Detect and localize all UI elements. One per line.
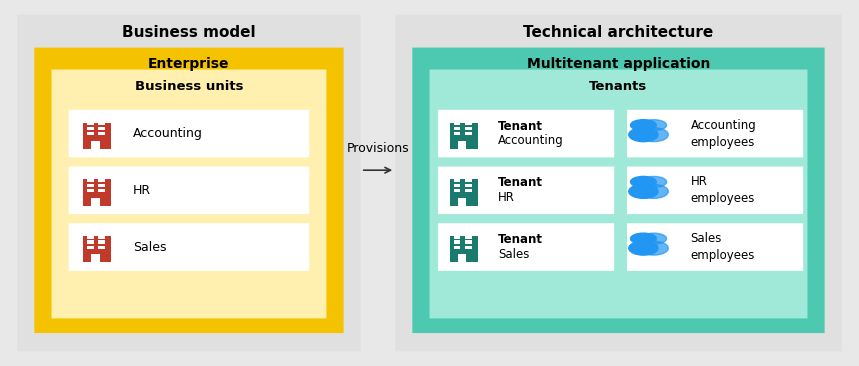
FancyBboxPatch shape [87,122,94,125]
FancyBboxPatch shape [87,184,94,187]
Circle shape [631,120,656,131]
FancyBboxPatch shape [438,167,614,214]
Text: Provisions: Provisions [347,142,409,155]
Text: Tenant: Tenant [498,176,543,190]
FancyBboxPatch shape [98,122,105,125]
FancyBboxPatch shape [450,236,478,262]
FancyBboxPatch shape [454,235,460,239]
Text: HR: HR [133,184,151,197]
FancyBboxPatch shape [98,235,105,239]
FancyBboxPatch shape [430,70,807,318]
FancyBboxPatch shape [69,167,309,214]
Ellipse shape [629,184,658,198]
FancyBboxPatch shape [465,235,472,239]
Text: Sales: Sales [133,240,167,254]
FancyBboxPatch shape [17,15,361,351]
FancyBboxPatch shape [454,184,460,187]
FancyBboxPatch shape [83,179,111,206]
Text: Accounting: Accounting [498,134,564,147]
FancyBboxPatch shape [87,127,94,130]
FancyBboxPatch shape [98,127,105,130]
FancyBboxPatch shape [91,254,100,262]
FancyBboxPatch shape [454,127,460,130]
FancyBboxPatch shape [627,110,803,157]
Text: HR: HR [498,191,515,204]
FancyBboxPatch shape [87,235,94,239]
FancyBboxPatch shape [438,110,614,157]
FancyBboxPatch shape [458,141,466,149]
FancyBboxPatch shape [458,254,466,262]
Circle shape [641,233,667,244]
FancyBboxPatch shape [98,240,105,244]
Text: Technical architecture: Technical architecture [523,26,714,40]
Circle shape [641,176,667,187]
Ellipse shape [629,128,658,142]
FancyBboxPatch shape [87,179,94,182]
FancyBboxPatch shape [465,189,472,192]
Text: Tenant: Tenant [498,120,543,133]
Ellipse shape [639,128,668,142]
FancyBboxPatch shape [454,122,460,125]
FancyBboxPatch shape [450,179,478,206]
Text: Sales
employees: Sales employees [691,232,755,262]
FancyBboxPatch shape [98,179,105,182]
FancyBboxPatch shape [52,70,326,318]
FancyBboxPatch shape [438,223,614,271]
Text: Business model: Business model [122,26,256,40]
FancyBboxPatch shape [87,246,94,249]
Text: Tenants: Tenants [589,79,648,93]
FancyBboxPatch shape [450,123,478,149]
FancyBboxPatch shape [87,189,94,192]
FancyBboxPatch shape [458,198,466,206]
FancyBboxPatch shape [91,198,100,206]
FancyBboxPatch shape [98,246,105,249]
FancyBboxPatch shape [454,240,460,244]
Text: Tenant: Tenant [498,233,543,246]
FancyBboxPatch shape [87,240,94,244]
Text: HR
employees: HR employees [691,175,755,205]
FancyBboxPatch shape [465,240,472,244]
FancyBboxPatch shape [465,246,472,249]
FancyBboxPatch shape [98,184,105,187]
FancyBboxPatch shape [83,123,111,149]
Text: Business units: Business units [135,79,243,93]
FancyBboxPatch shape [69,110,309,157]
Ellipse shape [629,241,658,255]
Text: Enterprise: Enterprise [149,57,229,71]
Ellipse shape [639,241,668,255]
FancyBboxPatch shape [627,167,803,214]
Circle shape [641,120,667,131]
FancyBboxPatch shape [465,132,472,135]
FancyBboxPatch shape [465,179,472,182]
FancyBboxPatch shape [454,179,460,182]
FancyBboxPatch shape [454,189,460,192]
Ellipse shape [639,184,668,198]
Circle shape [631,176,656,187]
FancyBboxPatch shape [454,246,460,249]
FancyBboxPatch shape [98,189,105,192]
Text: Multitenant application: Multitenant application [527,57,710,71]
Text: Accounting
employees: Accounting employees [691,119,757,149]
FancyBboxPatch shape [454,132,460,135]
FancyBboxPatch shape [412,48,825,333]
FancyBboxPatch shape [87,132,94,135]
FancyBboxPatch shape [69,223,309,271]
FancyBboxPatch shape [34,48,344,333]
FancyBboxPatch shape [91,141,100,149]
Circle shape [631,233,656,244]
FancyBboxPatch shape [395,15,842,351]
FancyBboxPatch shape [83,236,111,262]
Text: Sales: Sales [498,248,530,261]
Text: Accounting: Accounting [133,127,203,140]
FancyBboxPatch shape [627,223,803,271]
FancyBboxPatch shape [465,122,472,125]
FancyBboxPatch shape [465,127,472,130]
FancyBboxPatch shape [98,132,105,135]
FancyBboxPatch shape [465,184,472,187]
